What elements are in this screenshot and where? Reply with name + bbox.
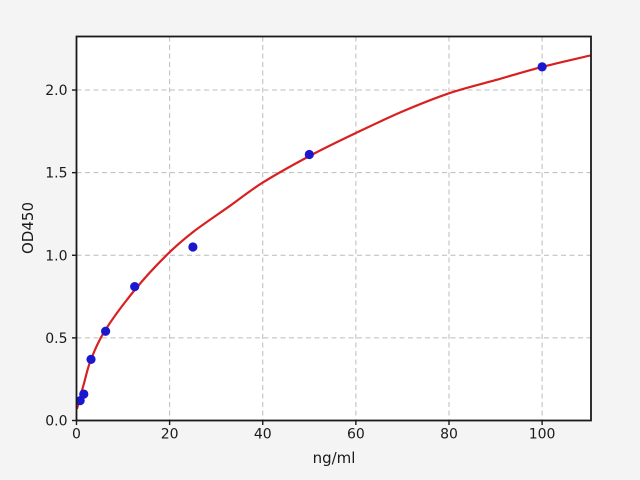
x-tick-label: 0: [72, 427, 81, 443]
y-tick-label: 2.0: [45, 83, 67, 99]
data-point: [130, 282, 140, 292]
y-tick-label: 0.0: [45, 414, 67, 430]
x-tick-label: 20: [161, 427, 179, 443]
y-tick-label: 1.0: [45, 248, 67, 264]
data-point: [537, 62, 547, 72]
data-point: [188, 242, 198, 252]
data-point: [101, 326, 111, 336]
x-tick-label: 60: [347, 427, 365, 443]
plot-background: [76, 36, 591, 421]
data-point: [304, 149, 314, 160]
y-tick-label: 1.5: [45, 166, 67, 182]
fitted-curve: [76, 54, 591, 410]
y-tick-label: 0.5: [45, 331, 67, 347]
axes-spines: [75, 35, 592, 422]
y-axis-label: OD450: [19, 202, 37, 254]
data-point: [86, 354, 96, 364]
x-tick-label: 80: [440, 427, 458, 443]
data-point: [79, 389, 89, 399]
x-axis-label: ng/ml: [312, 449, 356, 467]
x-tick-label: 100: [529, 427, 556, 443]
x-tick-label: 40: [254, 427, 272, 443]
